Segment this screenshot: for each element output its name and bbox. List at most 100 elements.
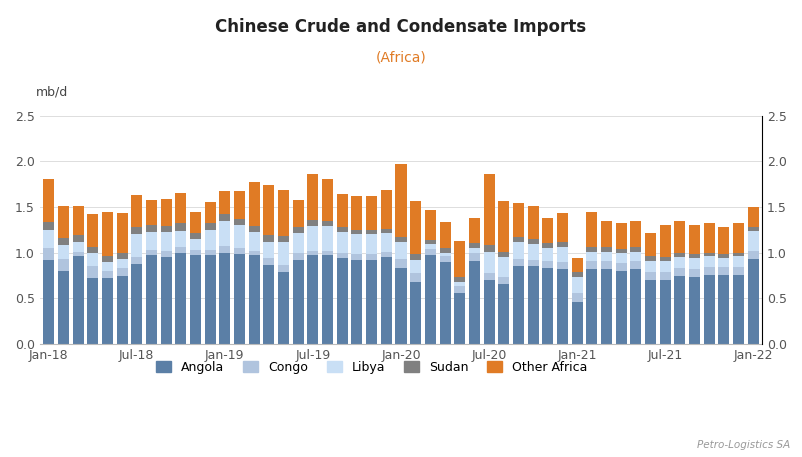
Bar — [528, 260, 539, 266]
Bar — [719, 267, 730, 275]
Bar — [601, 222, 612, 247]
Bar — [43, 230, 55, 248]
Bar — [219, 214, 230, 221]
Bar — [542, 244, 553, 248]
Bar — [719, 258, 730, 267]
Bar — [616, 271, 626, 344]
Bar — [747, 227, 759, 231]
Bar — [439, 261, 451, 344]
Bar — [293, 254, 304, 260]
Bar — [425, 240, 435, 244]
Bar — [190, 234, 201, 239]
Bar — [645, 280, 656, 344]
Bar — [146, 232, 157, 250]
Bar — [307, 226, 318, 251]
Bar — [263, 185, 274, 235]
Bar — [293, 260, 304, 344]
Bar — [263, 242, 274, 258]
Bar — [528, 266, 539, 344]
Bar — [630, 269, 642, 344]
Bar — [454, 292, 465, 344]
Bar — [454, 277, 465, 282]
Bar — [293, 234, 304, 254]
Bar — [689, 225, 700, 255]
Bar — [381, 191, 392, 229]
Bar — [747, 251, 759, 259]
Bar — [484, 252, 495, 272]
Bar — [542, 248, 553, 260]
Bar — [160, 199, 172, 226]
Bar — [381, 229, 392, 234]
Bar — [528, 239, 539, 244]
Bar — [146, 200, 157, 225]
Bar — [278, 236, 289, 243]
Bar — [205, 223, 216, 230]
Bar — [645, 234, 656, 256]
Bar — [484, 280, 495, 344]
Bar — [190, 239, 201, 250]
Bar — [72, 206, 83, 235]
Bar — [586, 247, 597, 252]
Bar — [322, 251, 333, 255]
Bar — [381, 234, 392, 252]
Text: mb/d: mb/d — [36, 86, 68, 99]
Bar — [410, 282, 421, 344]
Bar — [395, 268, 407, 344]
Bar — [367, 230, 377, 234]
Bar — [674, 268, 686, 276]
Bar — [498, 257, 509, 277]
Bar — [234, 219, 245, 225]
Bar — [132, 264, 142, 344]
Bar — [674, 254, 686, 257]
Bar — [234, 225, 245, 248]
Bar — [439, 248, 451, 253]
Bar — [176, 247, 186, 253]
Bar — [733, 267, 744, 275]
Bar — [263, 265, 274, 344]
Bar — [630, 222, 642, 247]
Bar — [234, 191, 245, 219]
Bar — [395, 164, 407, 237]
Bar — [528, 206, 539, 239]
Bar — [249, 233, 260, 251]
Bar — [322, 221, 333, 226]
Bar — [645, 256, 656, 260]
Bar — [307, 251, 318, 255]
Bar — [351, 255, 363, 260]
Bar — [87, 278, 98, 344]
Bar — [160, 257, 172, 344]
Bar — [102, 278, 113, 344]
Bar — [146, 250, 157, 255]
Bar — [586, 213, 597, 247]
Bar — [87, 266, 98, 278]
Bar — [278, 191, 289, 236]
Bar — [528, 244, 539, 260]
Bar — [719, 255, 730, 258]
Bar — [704, 253, 715, 256]
Bar — [219, 246, 230, 253]
Bar — [337, 233, 348, 253]
Bar — [337, 227, 348, 233]
Bar — [58, 245, 69, 259]
Legend: Angola, Congo, Libya, Sudan, Other Africa: Angola, Congo, Libya, Sudan, Other Afric… — [152, 356, 593, 378]
Bar — [381, 252, 392, 257]
Bar — [322, 255, 333, 344]
Bar — [674, 257, 686, 268]
Bar — [410, 202, 421, 255]
Bar — [395, 237, 407, 243]
Bar — [425, 244, 435, 249]
Bar — [381, 257, 392, 344]
Bar — [572, 271, 583, 277]
Bar — [58, 238, 69, 245]
Bar — [601, 260, 612, 269]
Bar — [557, 243, 568, 247]
Bar — [557, 213, 568, 243]
Bar — [160, 251, 172, 257]
Bar — [293, 200, 304, 227]
Bar — [484, 174, 495, 245]
Bar — [425, 255, 435, 344]
Bar — [58, 206, 69, 238]
Bar — [293, 227, 304, 234]
Bar — [704, 267, 715, 275]
Bar — [72, 256, 83, 344]
